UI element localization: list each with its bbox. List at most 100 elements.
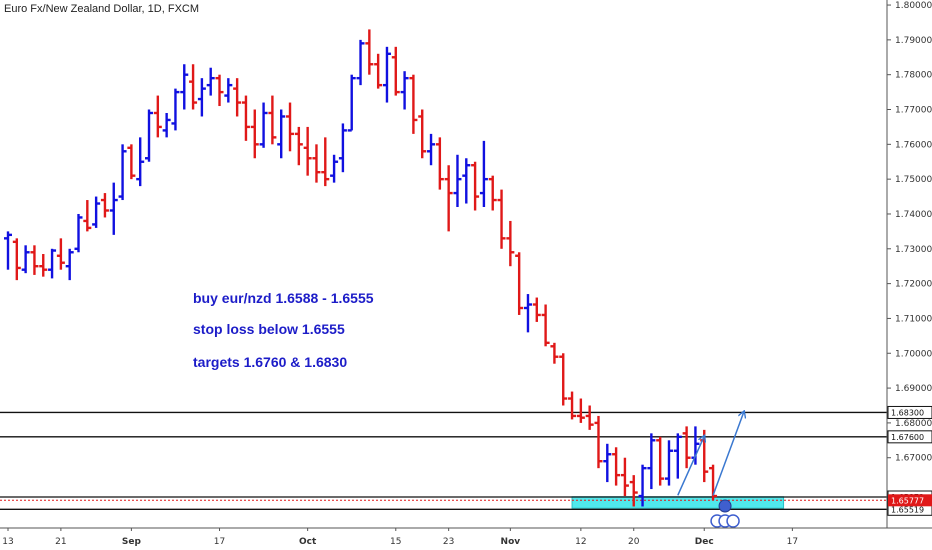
ohlc-bar <box>488 175 497 211</box>
ohlc-bar <box>83 200 92 232</box>
ohlc-bar <box>303 126 312 176</box>
ohlc-bar <box>30 245 39 275</box>
ohlc-bar <box>330 154 339 183</box>
ohlc-bar <box>215 74 224 107</box>
ohlc-bar <box>338 123 347 173</box>
ohlc-bar <box>145 109 154 162</box>
ohlc-bar <box>664 440 673 486</box>
ohlc-bar <box>206 67 215 96</box>
ohlc-bar <box>224 78 233 103</box>
ohlc-bar <box>268 95 277 145</box>
ohlc-bar <box>294 126 303 166</box>
ohlc-bar <box>656 436 665 486</box>
price-tick-label: 1.79000 <box>895 36 932 46</box>
ohlc-bar <box>259 102 268 148</box>
time-tick-label: Dec <box>695 537 714 547</box>
ohlc-bar <box>515 252 524 315</box>
price-tick-label: 1.68000 <box>895 419 932 429</box>
price-tick-label: 1.80000 <box>895 1 932 11</box>
ohlc-bar <box>65 248 74 281</box>
time-tick-label: Nov <box>501 537 521 547</box>
ohlc-bar <box>532 297 541 322</box>
ohlc-bar <box>21 245 30 274</box>
price-tick-label: 1.67000 <box>895 454 932 464</box>
time-tick-label: 15 <box>390 537 401 547</box>
ohlc-bar <box>479 140 488 208</box>
projection-arrow <box>712 412 744 496</box>
ohlc-bar <box>603 443 612 483</box>
price-tick-label: 1.78000 <box>895 71 932 81</box>
ohlc-bar <box>391 46 400 96</box>
ohlc-bar <box>250 109 259 159</box>
level-label-box <box>887 430 932 444</box>
level-label: 1.67600 <box>891 433 924 442</box>
ohlc-bar <box>74 213 83 253</box>
price-tick-label: 1.69000 <box>895 384 932 394</box>
symbol-title: Euro Fx/New Zealand Dollar, 1D, FXCM <box>4 3 200 15</box>
ohlc-bar <box>612 447 621 486</box>
ohlc-bar <box>682 426 691 469</box>
horizontal-levels <box>0 411 887 510</box>
event-marker-icon <box>718 499 732 513</box>
price-tick-label: 1.72000 <box>895 280 932 290</box>
ohlc-bar <box>374 53 383 89</box>
time-tick-label: 17 <box>214 537 225 547</box>
ohlc-bar <box>550 342 559 364</box>
time-tick-label: Sep <box>122 537 142 547</box>
time-tick-label: 23 <box>443 537 454 547</box>
ohlc-bar <box>382 46 391 103</box>
ohlc-bar <box>585 405 594 430</box>
ohlc-bar <box>523 294 532 333</box>
ohlc-bar <box>444 165 453 232</box>
ohlc-bar <box>197 78 206 117</box>
ohlc-bar <box>427 133 436 166</box>
trade-note-stop: stop loss below 1.6555 <box>193 321 345 337</box>
projection-arrows <box>677 412 744 496</box>
ohlc-bar <box>497 189 506 249</box>
ohlc-bar <box>4 231 12 270</box>
price-axis[interactable]: 1.80000 1.79000 1.78000 1.77000 1.76000 1.750… <box>886 0 932 528</box>
ohlc-bar <box>153 95 162 138</box>
time-axis[interactable]: 13 21 Sep 17 Oct 15 23 Nov 12 20 Dec 17 <box>0 527 932 547</box>
price-tick-label: 1.76000 <box>895 140 932 150</box>
level-label-box <box>887 405 932 419</box>
ohlc-bar <box>48 248 57 279</box>
ohlc-bar <box>189 64 198 110</box>
event-marker-icon <box>726 514 740 528</box>
ohlc-bar <box>56 238 65 270</box>
ohlc-bar <box>286 102 295 152</box>
ohlc-bar <box>100 193 109 218</box>
projection-arrow <box>677 436 704 496</box>
ohlc-bar <box>409 74 418 134</box>
trade-note-targets: targets 1.6760 & 1.6830 <box>193 354 348 370</box>
ohlc-bar <box>233 78 242 117</box>
price-tick-label: 1.70000 <box>895 349 932 359</box>
ohlc-bar <box>39 254 48 277</box>
ohlc-bar <box>312 144 321 183</box>
ohlc-bar <box>321 137 330 187</box>
buy-zone-rect <box>571 496 785 509</box>
ohlc-bar <box>435 137 444 190</box>
ohlc-bar <box>400 71 409 110</box>
time-tick-label: 17 <box>787 537 798 547</box>
ohlc-bar <box>647 433 656 490</box>
ohlc-bar <box>462 158 471 204</box>
ohlc-bar <box>347 74 356 132</box>
price-tick-label: 1.75000 <box>895 175 932 185</box>
time-tick-label: 21 <box>55 537 66 547</box>
ohlc-bar <box>356 39 365 86</box>
ohlc-bar <box>629 475 638 507</box>
ohlc-bar <box>620 457 629 497</box>
ohlc-bar <box>471 161 480 211</box>
ohlc-bar <box>418 109 427 159</box>
price-tick-label: 1.73000 <box>895 245 932 255</box>
ohlc-bar <box>92 196 101 228</box>
ohlc-bar <box>180 64 189 110</box>
price-tick-label: 1.74000 <box>895 210 932 220</box>
ohlc-bar <box>541 304 550 347</box>
ohlc-bar <box>691 426 700 465</box>
current-price-label: 1.65777 <box>891 496 924 505</box>
ohlc-bar <box>12 238 21 281</box>
ohlc-bar <box>506 220 515 267</box>
